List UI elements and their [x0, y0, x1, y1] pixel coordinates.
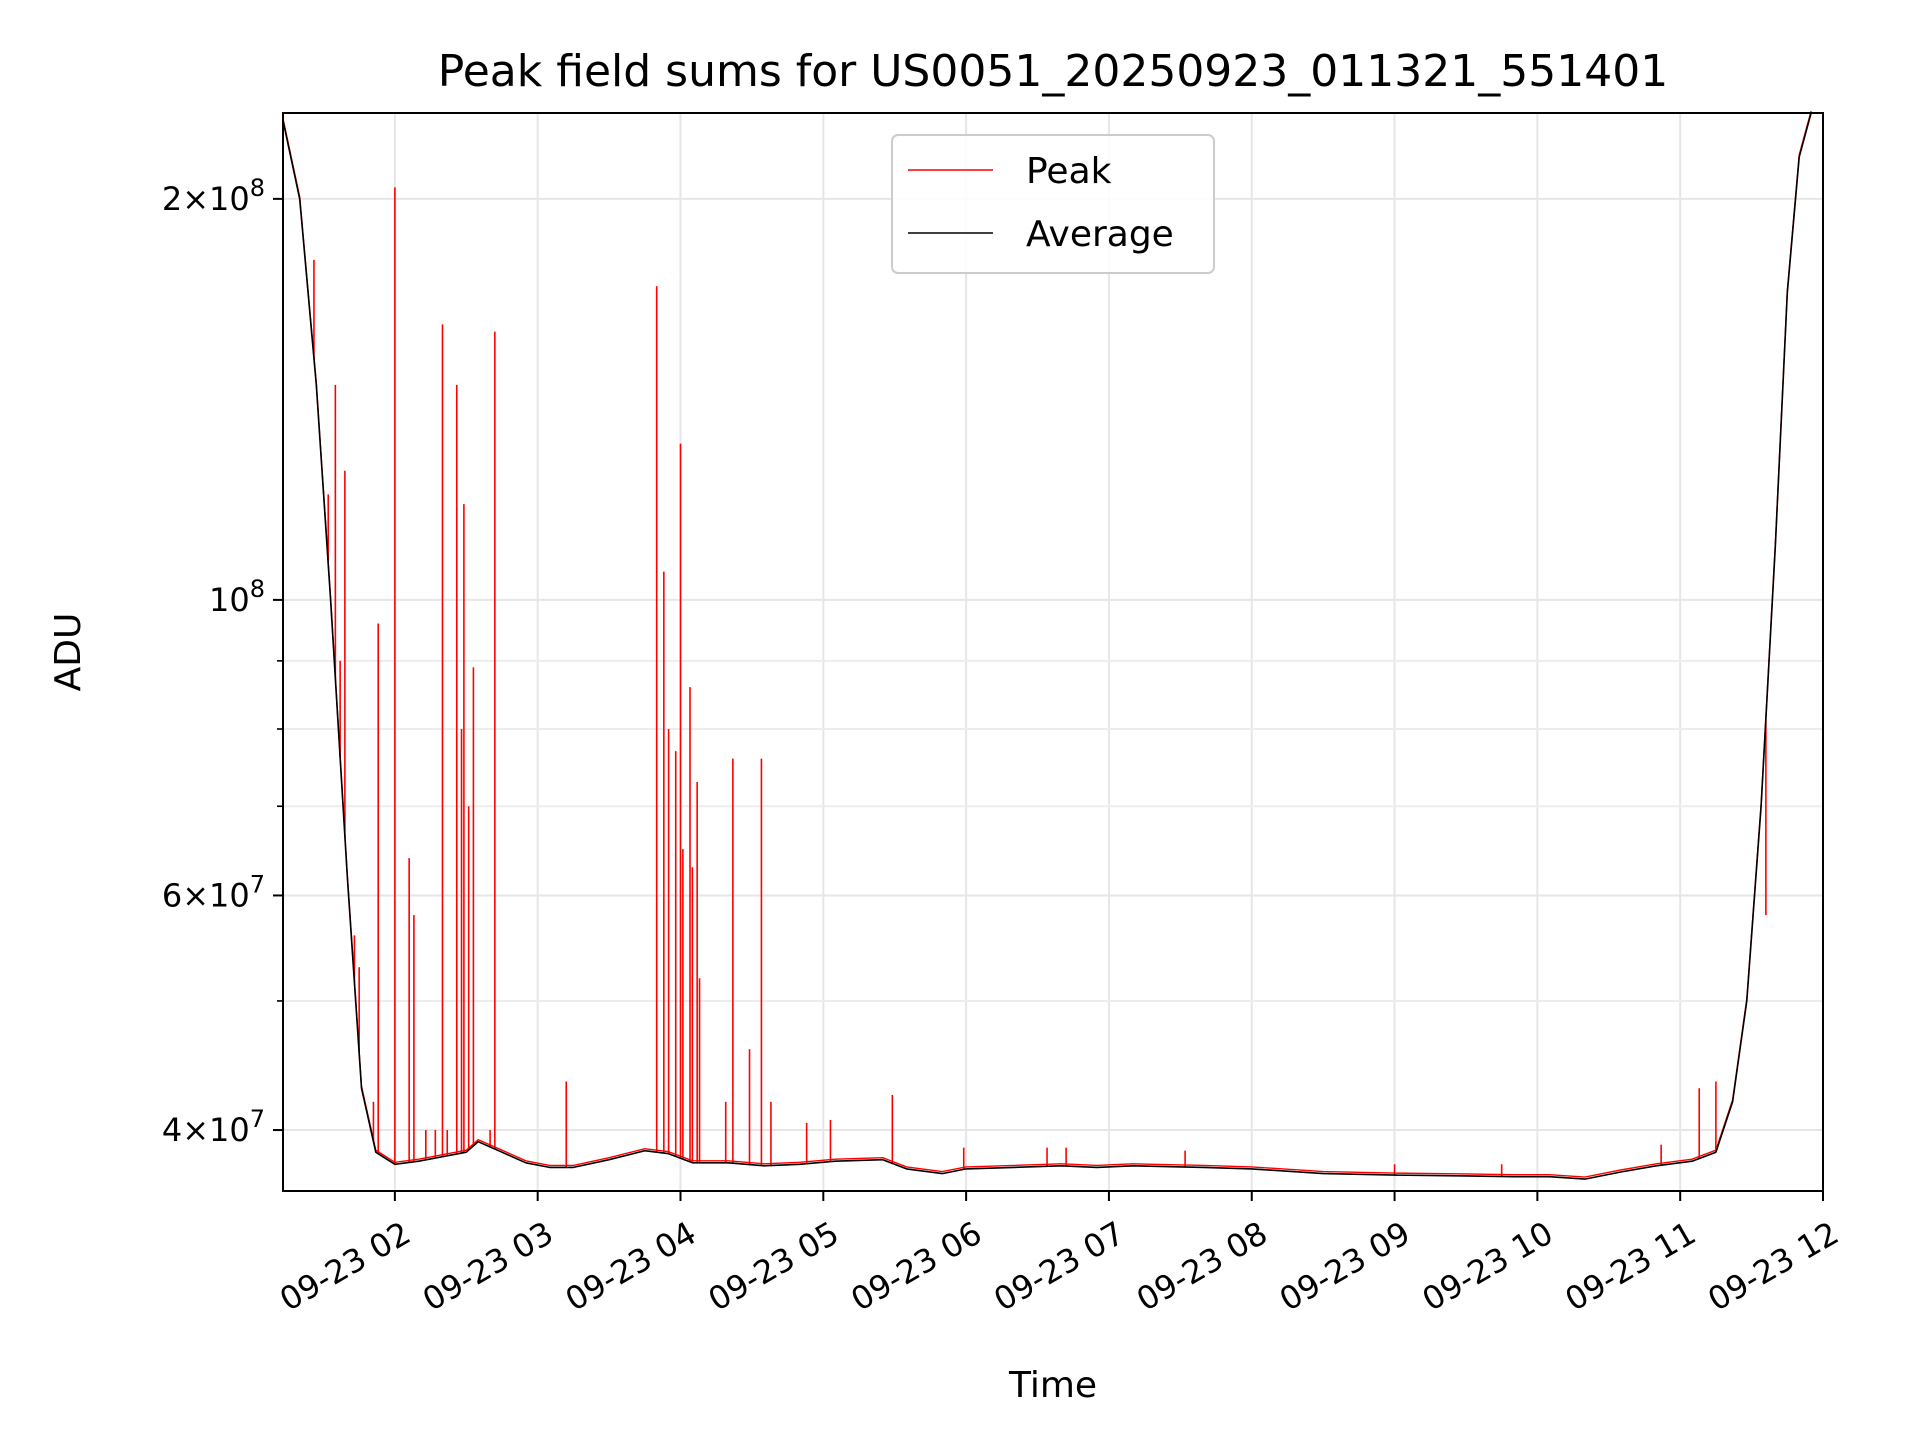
average-series: [282, 112, 1812, 1180]
average-line: [282, 112, 1812, 1180]
y-tick-label: 2×108: [162, 174, 265, 218]
y-tick-exponent: 7: [250, 870, 265, 898]
y-tick-exponent: 8: [250, 575, 265, 603]
y-tick-label: 4×107: [162, 1105, 265, 1149]
chart-title: Peak field sums for US0051_20250923_0113…: [438, 46, 1668, 97]
y-tick-exponent: 8: [250, 174, 265, 202]
y-tick-multiply: ×: [182, 1111, 209, 1149]
x-axis-label: Time: [1008, 1365, 1097, 1406]
legend-label-average: Average: [1026, 214, 1174, 255]
y-tick-label: 6×107: [162, 870, 265, 914]
y-tick-mantissa: 4: [162, 1111, 182, 1149]
legend-label-peak: Peak: [1026, 151, 1112, 192]
y-tick-base: 10: [209, 1111, 250, 1149]
y-tick-base: 10: [209, 581, 250, 619]
y-tick-label: 108: [209, 575, 265, 619]
plot-frame: [282, 112, 1824, 1192]
y-axis-label: ADU: [48, 613, 89, 692]
y-tick-base: 10: [209, 180, 250, 218]
y-tick-mantissa: 2: [162, 180, 182, 218]
y-tick-multiply: ×: [182, 180, 209, 218]
y-tick-mantissa: 6: [162, 876, 182, 914]
y-tick-exponent: 7: [250, 1105, 265, 1133]
peak-line: [282, 110, 1812, 1178]
legend: Peak Average: [891, 134, 1215, 274]
y-tick-base: 10: [209, 876, 250, 914]
y-tick-multiply: ×: [182, 876, 209, 914]
peak-series: [282, 110, 1812, 1178]
